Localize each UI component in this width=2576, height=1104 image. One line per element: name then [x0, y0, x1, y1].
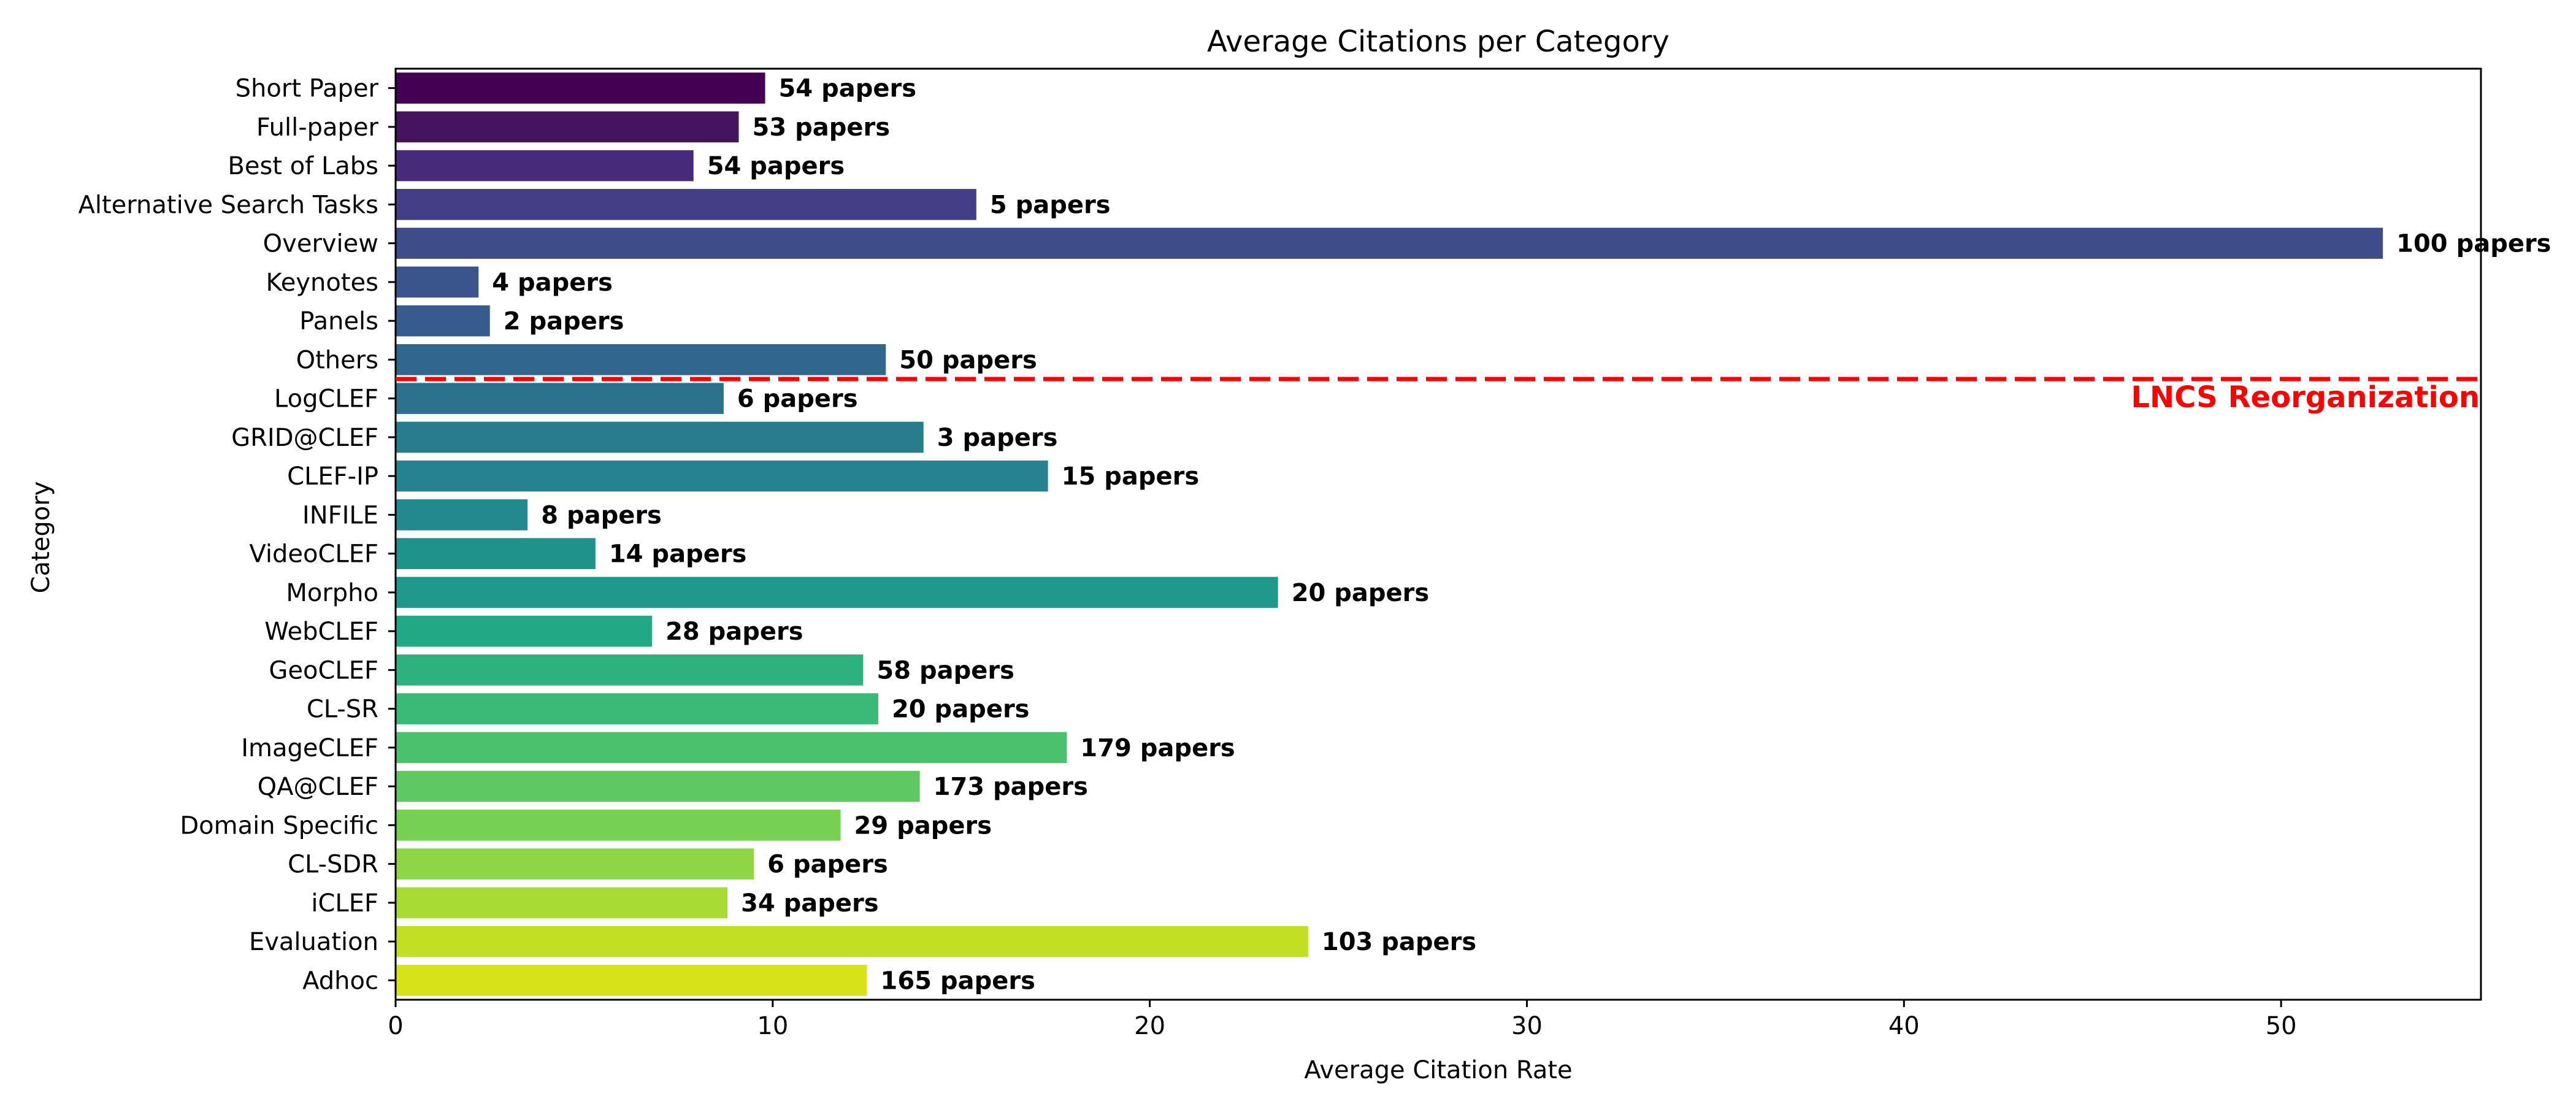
y-tick-label: CL-SR [307, 696, 378, 724]
y-tick-label: Alternative Search Tasks [79, 191, 378, 219]
data-label: 6 papers [737, 385, 858, 413]
bar [396, 615, 653, 647]
bar [396, 72, 765, 104]
data-label: 50 papers [899, 346, 1037, 374]
data-label: 165 papers [881, 967, 1035, 995]
bar [396, 305, 490, 337]
bar [396, 499, 528, 531]
y-tick-label: Overview [263, 230, 378, 258]
data-label: 4 papers [492, 269, 613, 297]
y-tick-label: Keynotes [266, 269, 378, 297]
bar [396, 266, 479, 298]
y-tick-label: QA@CLEF [258, 773, 378, 801]
y-tick-label: GeoCLEF [269, 656, 378, 684]
data-label: 14 papers [609, 540, 747, 569]
data-label: 34 papers [741, 889, 879, 918]
bar [396, 965, 867, 996]
plot-frame [394, 67, 2482, 1001]
data-label: 28 papers [665, 618, 803, 646]
data-label: 173 papers [933, 773, 1088, 801]
reorganization-annotation: LNCS Reorganization [2131, 380, 2480, 415]
bar [396, 693, 878, 724]
bars-group [396, 72, 2383, 996]
y-axis-label: Category [27, 481, 55, 594]
chart-title: Average Citations per Category [1207, 25, 1669, 59]
data-labels: 54 papers 53 papers 54 papers 5 papers 100 p… [492, 75, 2551, 995]
bar [396, 770, 920, 802]
x-tick-label: 30 [1511, 1012, 1543, 1040]
y-tick-label: Best of Labs [228, 152, 378, 180]
bar [396, 111, 739, 143]
data-label: 100 papers [2396, 230, 2551, 258]
x-axis-ticks: 0 10 20 30 40 50 [388, 1000, 2297, 1040]
bar [396, 926, 1308, 957]
data-label: 53 papers [752, 113, 890, 142]
bar [396, 383, 724, 414]
y-tick-label: GRID@CLEF [231, 424, 378, 452]
y-tick-label: ImageCLEF [241, 734, 378, 762]
data-label: 3 papers [937, 424, 1058, 452]
bar [396, 538, 596, 569]
bar [396, 810, 841, 841]
x-tick-label: 40 [1888, 1012, 1920, 1040]
y-tick-label: Adhoc [302, 967, 378, 995]
bar [396, 228, 2383, 259]
bar [396, 421, 924, 453]
bar [396, 732, 1067, 764]
data-label: 5 papers [990, 191, 1111, 219]
data-label: 58 papers [876, 656, 1014, 684]
y-tick-label: Panels [299, 307, 378, 335]
data-label: 6 papers [767, 851, 888, 879]
y-tick-label: VideoCLEF [249, 540, 378, 569]
y-tick-label: WebCLEF [264, 618, 378, 646]
x-tick-label: 0 [388, 1012, 403, 1040]
y-tick-label: CLEF-IP [287, 462, 378, 491]
data-label: 103 papers [1322, 928, 1476, 956]
y-tick-label: Others [296, 346, 378, 374]
y-tick-label: iCLEF [311, 889, 378, 918]
x-tick-label: 50 [2266, 1012, 2297, 1040]
data-label: 29 papers [854, 811, 992, 840]
x-axis-label: Average Citation Rate [1304, 1056, 1572, 1084]
bar [396, 577, 1278, 608]
bar [396, 344, 886, 375]
x-tick-label: 10 [757, 1012, 788, 1040]
y-tick-label: LogCLEF [274, 385, 378, 413]
y-tick-label: Domain Specific [180, 811, 378, 840]
data-label: 8 papers [541, 501, 662, 529]
y-tick-label: CL-SDR [288, 851, 378, 879]
data-label: 2 papers [504, 307, 624, 335]
data-label: 20 papers [1292, 579, 1430, 607]
bar [396, 654, 864, 686]
y-tick-label: Full-paper [256, 113, 379, 142]
data-label: 15 papers [1062, 462, 1200, 491]
bar [396, 887, 728, 919]
y-tick-label: INFILE [302, 501, 378, 529]
bar [396, 189, 976, 220]
data-label: 54 papers [779, 75, 917, 103]
data-label: 20 papers [892, 696, 1030, 724]
y-tick-label: Evaluation [249, 928, 378, 956]
x-tick-label: 20 [1134, 1012, 1165, 1040]
bar [396, 460, 1048, 492]
y-tick-label: Short Paper [236, 75, 379, 103]
bar [396, 150, 694, 182]
data-label: 54 papers [707, 152, 845, 180]
data-label: 179 papers [1080, 734, 1235, 762]
y-tick-labels: Short Paper Full-paper Best of Labs Alterna… [79, 75, 396, 995]
bar [396, 848, 754, 880]
y-tick-label: Morpho [286, 579, 378, 607]
